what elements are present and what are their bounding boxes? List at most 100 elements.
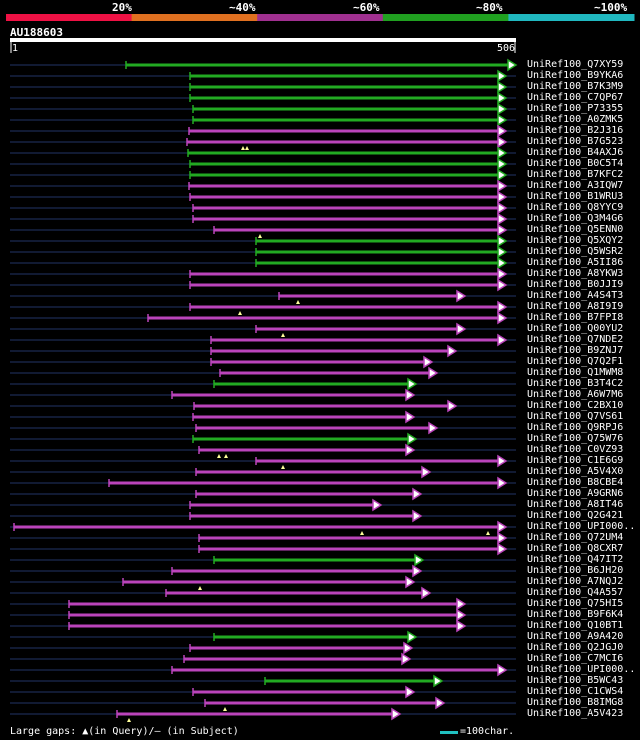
hit-label[interactable]: UniRef100_Q4A557 bbox=[527, 587, 624, 598]
hit-arrow bbox=[497, 520, 508, 534]
query-start: 1 bbox=[12, 43, 19, 54]
hit-label[interactable]: UniRef100_UPI000.. bbox=[527, 521, 636, 532]
identity-bin-4 bbox=[382, 14, 509, 21]
hit-label[interactable]: UniRef100_Q5XQY2 bbox=[527, 235, 624, 246]
identity-bin-1 bbox=[6, 14, 133, 21]
hit-label[interactable]: UniRef100_B1WRU3 bbox=[527, 191, 624, 202]
hit-label[interactable]: UniRef100_B9YKA6 bbox=[527, 70, 624, 81]
hit-arrow bbox=[391, 707, 402, 721]
hit-arrow bbox=[447, 399, 458, 413]
hit-arrow bbox=[456, 619, 467, 633]
query-gap-mark bbox=[258, 234, 262, 238]
hit-label[interactable]: UniRef100_A8IT46 bbox=[527, 499, 624, 510]
hit-label[interactable]: UniRef100_Q1MWM8 bbox=[527, 367, 624, 378]
hit-label[interactable]: UniRef100_C0VZ93 bbox=[527, 444, 624, 455]
hit-label[interactable]: UniRef100_B9ZNJ7 bbox=[527, 345, 624, 356]
hit-label[interactable]: UniRef100_B0C5T4 bbox=[527, 158, 624, 169]
identity-bin-3 bbox=[257, 14, 384, 21]
hit-label[interactable]: UniRef100_A9A420 bbox=[527, 631, 624, 642]
scale-label-20: 20% bbox=[112, 1, 132, 14]
hit-label[interactable]: UniRef100_Q3M4G6 bbox=[527, 213, 624, 224]
hit-label[interactable]: UniRef100_A6W7M6 bbox=[527, 389, 624, 400]
hit-arrow bbox=[401, 652, 412, 666]
hit-label[interactable]: UniRef100_C7MCI6 bbox=[527, 653, 624, 664]
query-gap-mark bbox=[198, 586, 202, 590]
hit-label[interactable]: UniRef100_C1CWS4 bbox=[527, 686, 624, 697]
hit-label[interactable]: UniRef100_Q75W76 bbox=[527, 433, 624, 444]
hit-label[interactable]: UniRef100_B7KFC2 bbox=[527, 169, 624, 180]
query-gap-mark bbox=[296, 300, 300, 304]
hit-label[interactable]: UniRef100_A8I9I9 bbox=[527, 301, 624, 312]
hit-label[interactable]: UniRef100_A4S4T3 bbox=[527, 290, 624, 301]
hit-label[interactable]: UniRef100_Q5WSR2 bbox=[527, 246, 624, 257]
hit-label[interactable]: UniRef100_Q2G421 bbox=[527, 510, 624, 521]
hit-label[interactable]: UniRef100_A5II86 bbox=[527, 257, 624, 268]
hit-label[interactable]: UniRef100_Q8YYC9 bbox=[527, 202, 624, 213]
hit-label[interactable]: UniRef100_P73355 bbox=[527, 103, 624, 114]
hit-arrow bbox=[507, 58, 518, 72]
hit-label[interactable]: UniRef100_B2J316 bbox=[527, 125, 624, 136]
hit-label[interactable]: UniRef100_Q75HI5 bbox=[527, 598, 624, 609]
query-bar bbox=[10, 38, 516, 42]
hit-arrow bbox=[456, 322, 467, 336]
hit-label[interactable]: UniRef100_A5V4X0 bbox=[527, 466, 624, 477]
hit-label[interactable]: UniRef100_B8IMG8 bbox=[527, 697, 624, 708]
hit-label[interactable]: UniRef100_C2BX10 bbox=[527, 400, 624, 411]
hit-label[interactable]: UniRef100_Q47IT2 bbox=[527, 554, 624, 565]
hit-label[interactable]: UniRef100_A7NQJ2 bbox=[527, 576, 624, 587]
hit-label[interactable]: UniRef100_Q8CXR7 bbox=[527, 543, 624, 554]
hit-arrow bbox=[497, 454, 508, 468]
hit-arrow bbox=[421, 586, 432, 600]
hit-label[interactable]: UniRef100_A0ZMK5 bbox=[527, 114, 624, 125]
hit-label[interactable]: UniRef100_A9GRN6 bbox=[527, 488, 624, 499]
hit-label[interactable]: UniRef100_Q7Q2F1 bbox=[527, 356, 624, 367]
hit-label[interactable]: UniRef100_UPI000.. bbox=[527, 664, 636, 675]
hit-label[interactable]: UniRef100_Q5ENN0 bbox=[527, 224, 624, 235]
hit-arrow bbox=[497, 476, 508, 490]
hit-arrow bbox=[497, 663, 508, 677]
hit-arrow bbox=[497, 267, 508, 281]
hit-label[interactable]: UniRef100_Q7VS61 bbox=[527, 411, 624, 422]
hit-label[interactable]: UniRef100_B3T4C2 bbox=[527, 378, 624, 389]
hit-label[interactable]: UniRef100_C1E6G9 bbox=[527, 455, 624, 466]
hit-arrow bbox=[412, 509, 423, 523]
hit-arrow bbox=[428, 421, 439, 435]
hit-label[interactable]: UniRef100_B7G523 bbox=[527, 136, 624, 147]
query-gap-mark bbox=[224, 454, 228, 458]
hit-label[interactable]: UniRef100_Q9RPJ6 bbox=[527, 422, 624, 433]
hit-arrow bbox=[497, 179, 508, 193]
hit-label[interactable]: UniRef100_B7FPI8 bbox=[527, 312, 624, 323]
hit-label[interactable]: UniRef100_Q72UM4 bbox=[527, 532, 624, 543]
hit-label[interactable]: UniRef100_Q00YU2 bbox=[527, 323, 624, 334]
hit-arrow bbox=[497, 531, 508, 545]
hit-label[interactable]: UniRef100_B0JJI9 bbox=[527, 279, 624, 290]
hit-label[interactable]: UniRef100_B4AXJ6 bbox=[527, 147, 624, 158]
hit-label[interactable]: UniRef100_A3IQW7 bbox=[527, 180, 624, 191]
query-gap-mark bbox=[245, 146, 249, 150]
query-gap-mark bbox=[127, 718, 131, 722]
scale-swatch bbox=[440, 731, 458, 734]
hit-arrow bbox=[497, 542, 508, 556]
hit-arrow bbox=[407, 377, 418, 391]
scale-legend: =100char. bbox=[460, 726, 515, 737]
hit-label[interactable]: UniRef100_Q2JGJ0 bbox=[527, 642, 624, 653]
gap-legend: Large gaps: ▲(in Query)/– (in Subject) bbox=[10, 726, 239, 737]
hit-label[interactable]: UniRef100_B7K3M9 bbox=[527, 81, 624, 92]
hit-label[interactable]: UniRef100_Q7NDE2 bbox=[527, 334, 624, 345]
hit-label[interactable]: UniRef100_C7QP67 bbox=[527, 92, 624, 103]
hit-arrow bbox=[456, 597, 467, 611]
hit-arrow bbox=[497, 256, 508, 270]
hit-label[interactable]: UniRef100_B5WC43 bbox=[527, 675, 624, 686]
hit-arrow bbox=[447, 344, 458, 358]
hit-label[interactable]: UniRef100_Q7XY59 bbox=[527, 59, 624, 70]
hit-label[interactable]: UniRef100_B6JH20 bbox=[527, 565, 624, 576]
hit-label[interactable]: UniRef100_A5V423 bbox=[527, 708, 624, 719]
hit-label[interactable]: UniRef100_B8CBE4 bbox=[527, 477, 624, 488]
hit-label[interactable]: UniRef100_Q10BT1 bbox=[527, 620, 624, 631]
hit-label[interactable]: UniRef100_B9F6K4 bbox=[527, 609, 624, 620]
hit-arrow bbox=[372, 498, 383, 512]
hit-label[interactable]: UniRef100_A8YKW3 bbox=[527, 268, 624, 279]
scale-label-100: ~100% bbox=[594, 1, 628, 14]
query-gap-mark bbox=[241, 146, 245, 150]
